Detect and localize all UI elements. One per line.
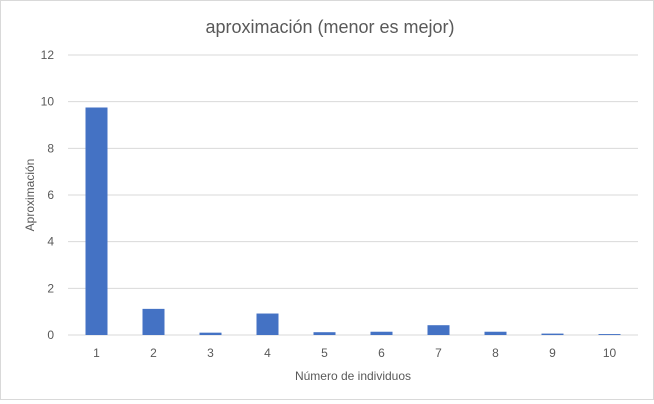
y-tick-label: 12 xyxy=(41,48,55,62)
y-tick-label: 6 xyxy=(47,188,54,202)
y-axis-ticks: 0 2 4 6 8 10 12 xyxy=(41,48,55,342)
x-tick-label: 9 xyxy=(549,346,556,360)
bar xyxy=(142,308,165,335)
bar xyxy=(370,331,393,335)
y-tick-label: 8 xyxy=(47,141,54,155)
x-tick-label: 6 xyxy=(378,346,385,360)
chart-title: aproximación (menor es mejor) xyxy=(205,17,454,37)
bar xyxy=(256,313,279,335)
x-tick-label: 5 xyxy=(321,346,328,360)
y-tick-label: 4 xyxy=(47,235,54,249)
x-tick-label: 4 xyxy=(264,346,271,360)
bar xyxy=(598,334,621,335)
bar xyxy=(199,332,222,335)
grid-layer xyxy=(68,54,638,336)
bar xyxy=(313,332,336,335)
y-tick-label: 0 xyxy=(47,328,54,342)
y-axis-title: Aproximación xyxy=(23,159,37,232)
x-tick-label: 8 xyxy=(492,346,499,360)
bar xyxy=(541,333,564,335)
x-tick-label: 3 xyxy=(207,346,214,360)
bar xyxy=(85,107,108,335)
bar xyxy=(484,331,507,335)
x-tick-label: 2 xyxy=(150,346,157,360)
y-tick-label: 2 xyxy=(47,281,54,295)
x-tick-label: 7 xyxy=(435,346,442,360)
bar-layer xyxy=(85,107,621,335)
x-axis-title: Número de individuos xyxy=(295,369,411,383)
x-tick-label: 1 xyxy=(93,346,100,360)
bar xyxy=(427,325,450,335)
x-tick-label: 10 xyxy=(603,346,617,360)
y-tick-label: 10 xyxy=(41,95,55,109)
x-axis-ticks: 1 2 3 4 5 6 7 8 9 10 xyxy=(93,346,616,360)
